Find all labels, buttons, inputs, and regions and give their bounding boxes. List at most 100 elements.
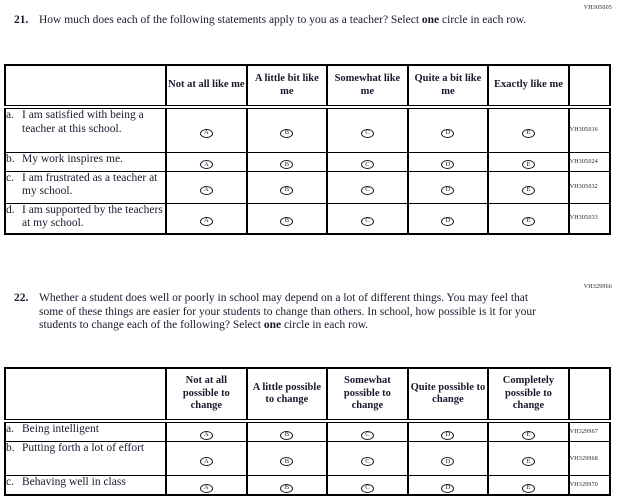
answer-circle-c[interactable]: C: [360, 185, 374, 195]
answer-circle-d[interactable]: D: [441, 430, 455, 440]
table-row: c. I am frustrated as a teacher at my sc…: [3, 170, 612, 204]
question-22-accession-code: VH329966: [583, 284, 612, 290]
table-row: b. My work inspires me. A B C D E VH3050…: [3, 151, 612, 172]
answer-circle-e[interactable]: E: [521, 216, 535, 226]
row-statement: My work inspires me.: [22, 152, 123, 165]
row-code: VH305024: [567, 151, 612, 172]
answer-circle-a[interactable]: A: [199, 160, 213, 169]
answer-circle-c[interactable]: C: [360, 430, 374, 440]
row-statement: I am satisfied with being a teacher at t…: [22, 109, 144, 135]
answer-circle-c[interactable]: C: [360, 216, 374, 226]
statement-cell: b. Putting forth a lot of effort: [3, 441, 168, 476]
question-22-response-table: Not at all possible to change A little p…: [3, 367, 612, 496]
answer-circle-a[interactable]: A: [199, 216, 213, 226]
column-header: Quite a bit like me: [406, 64, 490, 109]
answer-circle-d[interactable]: D: [441, 185, 455, 195]
question-21-accession-code: VH305005: [583, 5, 612, 11]
row-statement: I am frustrated as a teacher at my schoo…: [22, 171, 158, 198]
row-statement: I am supported by the teachers at my sch…: [22, 203, 163, 230]
answer-circle-e[interactable]: E: [521, 457, 535, 466]
row-letter: b.: [6, 442, 15, 454]
statement-cell: b. My work inspires me.: [3, 151, 168, 172]
answer-circle-d[interactable]: D: [441, 457, 455, 466]
answer-circle-a[interactable]: A: [199, 185, 213, 195]
answer-circle-d[interactable]: D: [441, 216, 455, 226]
answer-circle-a[interactable]: A: [199, 128, 213, 138]
table-header-row: Not at all like me A little bit like me …: [3, 64, 612, 109]
table-row: d. I am supported by the teachers at my …: [3, 202, 612, 235]
row-code: VH329970: [567, 475, 612, 496]
table-row: a. I am satisfied with being a teacher a…: [3, 106, 612, 153]
answer-circle-b[interactable]: B: [280, 483, 294, 493]
answer-circle-a[interactable]: A: [199, 457, 213, 466]
table-header-row: Not at all possible to change A little p…: [3, 367, 612, 423]
table-row: b. Putting forth a lot of effort A B C D…: [3, 441, 612, 476]
column-header: Completely possible to change: [487, 367, 570, 423]
column-header: Somewhat like me: [326, 64, 409, 109]
answer-circle-b[interactable]: B: [280, 216, 294, 226]
answer-circle-e[interactable]: E: [521, 483, 535, 493]
question-21-prompt-tail: circle in each row.: [439, 14, 527, 26]
table-row: c. Behaving well in class A B C D E VH32…: [3, 475, 612, 496]
question-21-prompt-emphasis: one: [421, 14, 440, 26]
answer-circle-c[interactable]: C: [360, 457, 374, 466]
row-code: VH305016: [567, 106, 612, 153]
answer-circle-e[interactable]: E: [521, 128, 535, 138]
column-header: Exactly like me: [487, 64, 570, 109]
statement-cell: c. I am frustrated as a teacher at my sc…: [3, 170, 168, 204]
row-code: VH305033: [567, 202, 612, 235]
answer-circle-b[interactable]: B: [280, 430, 294, 440]
answer-circle-b[interactable]: B: [280, 160, 294, 169]
row-letter: a.: [6, 423, 14, 435]
question-21-number: 21.: [14, 14, 29, 26]
question-22-prompt-tail: circle in each row.: [281, 319, 369, 331]
question-22: 22. Whether a student does well or poorl…: [14, 292, 551, 333]
row-code: VH329967: [567, 420, 612, 442]
question-21-response-table: Not at all like me A little bit like me …: [3, 64, 612, 235]
table-row: a. Being intelligent A B C D E VH329967: [3, 420, 612, 442]
statement-cell: a. I am satisfied with being a teacher a…: [3, 106, 168, 153]
answer-circle-e[interactable]: E: [521, 185, 535, 195]
answer-circle-e[interactable]: E: [521, 430, 535, 440]
row-letter: d.: [6, 203, 15, 216]
column-header: A little bit like me: [245, 64, 329, 109]
row-statement: Being intelligent: [22, 423, 99, 435]
answer-circle-b[interactable]: B: [280, 185, 294, 195]
column-header: Not at all like me: [165, 64, 248, 109]
answer-circle-d[interactable]: D: [441, 483, 455, 493]
header-empty-cell: [3, 64, 168, 109]
answer-circle-d[interactable]: D: [441, 128, 455, 138]
answer-circle-d[interactable]: D: [441, 160, 455, 169]
question-22-prompt-emphasis: one: [263, 319, 282, 331]
column-header: Quite possible to change: [406, 367, 490, 423]
row-code: VH305032: [567, 170, 612, 204]
row-letter: b.: [6, 152, 15, 165]
statement-cell: d. I am supported by the teachers at my …: [3, 202, 168, 235]
answer-circle-b[interactable]: B: [280, 457, 294, 466]
answer-circle-c[interactable]: C: [360, 483, 374, 493]
question-22-prompt: Whether a student does well or poorly in…: [39, 292, 551, 333]
question-21-prompt-text: How much does each of the following stat…: [39, 14, 422, 26]
header-empty-cell: [3, 367, 168, 423]
statement-cell: a. Being intelligent: [3, 420, 168, 442]
question-22-prompt-text: Whether a student does well or poorly in…: [39, 292, 536, 331]
answer-circle-b[interactable]: B: [280, 128, 294, 138]
column-header: Not at all possible to change: [165, 367, 248, 423]
header-code-cell: [567, 64, 612, 109]
answer-circle-a[interactable]: A: [199, 483, 213, 493]
row-statement: Behaving well in class: [22, 476, 126, 488]
row-letter: a.: [6, 109, 14, 121]
column-header: A little possible to change: [245, 367, 329, 423]
row-letter: c.: [6, 476, 14, 488]
row-statement: Putting forth a lot of effort: [22, 442, 145, 454]
answer-circle-c[interactable]: C: [360, 160, 374, 169]
row-code: VH329968: [567, 441, 612, 476]
header-code-cell: [567, 367, 612, 423]
answer-circle-e[interactable]: E: [521, 160, 535, 169]
statement-cell: c. Behaving well in class: [3, 475, 168, 496]
column-header: Somewhat possible to change: [326, 367, 409, 423]
answer-circle-c[interactable]: C: [360, 128, 374, 138]
answer-circle-a[interactable]: A: [199, 430, 213, 440]
question-22-number: 22.: [14, 292, 29, 304]
